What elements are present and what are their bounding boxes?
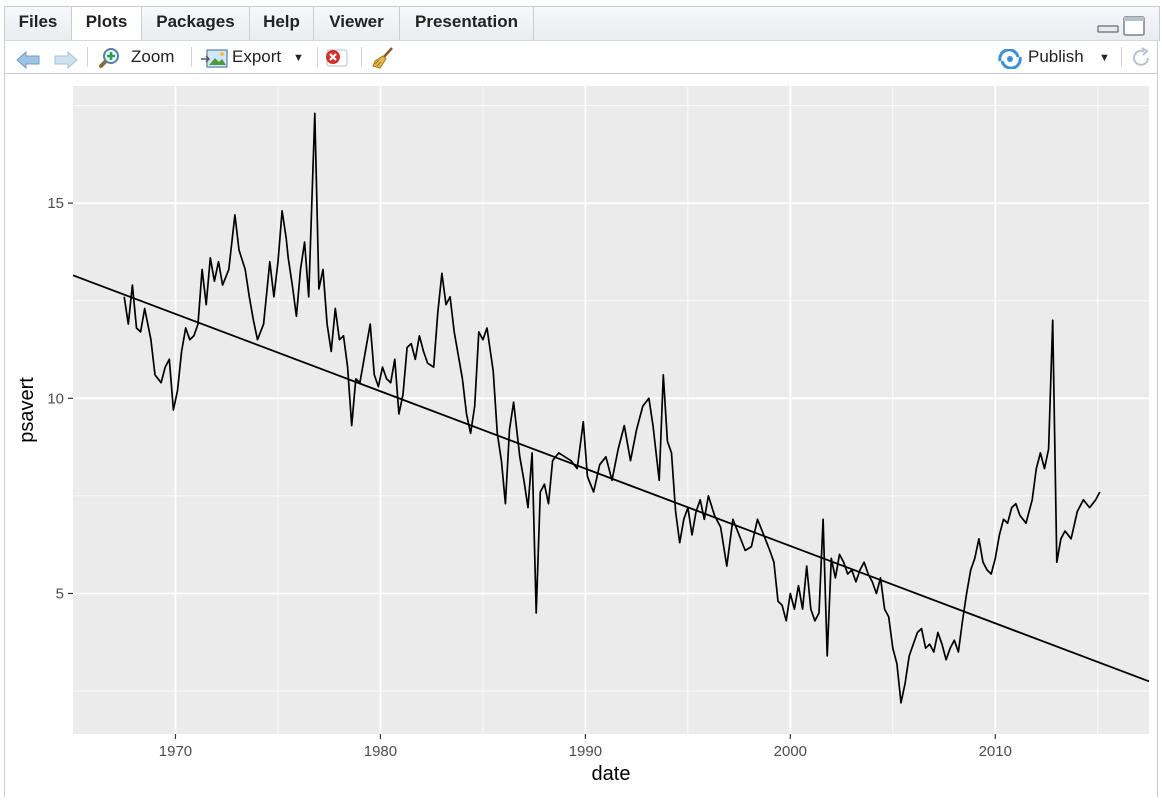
x-tick-label: 1970 xyxy=(159,743,192,760)
plot-viewer: 1970 1980 1990 2000 2010 5 10 15 date psavert xyxy=(4,74,1158,797)
line-chart: 1970 1980 1990 2000 2010 5 10 15 date psavert xyxy=(16,86,1150,785)
tab-presentation[interactable]: Presentation xyxy=(400,7,534,40)
export-menu-button[interactable]: Export ▼ xyxy=(201,41,307,73)
toolbar-separator xyxy=(87,47,88,67)
toolbar-separator xyxy=(191,47,192,67)
export-label: Export xyxy=(232,47,282,66)
remove-plot-icon[interactable] xyxy=(323,47,349,69)
publish-label: Publish xyxy=(1028,47,1084,66)
trend-line xyxy=(72,274,1150,683)
plots-toolbar: Zoom Export ▼ Publish ▼ xyxy=(4,40,1158,74)
zoom-label: Zoom xyxy=(131,47,175,66)
chevron-down-icon: ▼ xyxy=(1099,52,1110,64)
x-tick-label: 2000 xyxy=(774,743,807,760)
minor-gridlines xyxy=(73,86,1149,734)
tab-plots[interactable]: Plots xyxy=(71,7,142,42)
x-axis-label: date xyxy=(592,763,631,785)
toolbar-separator xyxy=(317,47,318,67)
minimize-pane-icon[interactable] xyxy=(1097,19,1119,38)
x-tick-label: 2010 xyxy=(979,743,1012,760)
tab-files[interactable]: Files xyxy=(5,7,72,40)
major-gridlines xyxy=(73,86,1149,734)
axes: 1970 1980 1990 2000 2010 5 10 15 xyxy=(47,195,1012,760)
plot-panel xyxy=(73,86,1149,734)
tab-help[interactable]: Help xyxy=(250,7,314,40)
magnifier-plus-icon xyxy=(97,46,121,81)
chevron-down-icon: ▼ xyxy=(293,52,304,64)
x-tick-label: 1990 xyxy=(569,743,602,760)
arrow-right-icon[interactable] xyxy=(53,48,79,70)
pane-tab-bar: Files Plots Packages Help Viewer Present… xyxy=(4,6,1160,42)
export-image-icon xyxy=(201,48,229,80)
maximize-pane-icon[interactable] xyxy=(1123,16,1145,41)
broom-icon[interactable] xyxy=(371,46,395,70)
series-layer xyxy=(72,112,1150,704)
y-axis-label: psavert xyxy=(16,377,38,443)
tab-viewer[interactable]: Viewer xyxy=(314,7,400,40)
toolbar-separator xyxy=(361,47,362,67)
x-tick-label: 1980 xyxy=(364,743,397,760)
psavert-series-line xyxy=(123,112,1101,704)
y-tick-label: 10 xyxy=(47,390,64,407)
zoom-button[interactable]: Zoom xyxy=(97,41,179,73)
publish-icon xyxy=(997,48,1023,80)
toolbar-separator xyxy=(1121,47,1122,67)
y-tick-label: 15 xyxy=(47,195,64,212)
tab-packages[interactable]: Packages xyxy=(142,7,250,40)
y-tick-label: 5 xyxy=(56,585,64,602)
arrow-left-icon[interactable] xyxy=(15,48,41,70)
refresh-icon[interactable] xyxy=(1129,46,1153,70)
publish-menu-button[interactable]: Publish ▼ xyxy=(997,41,1115,73)
